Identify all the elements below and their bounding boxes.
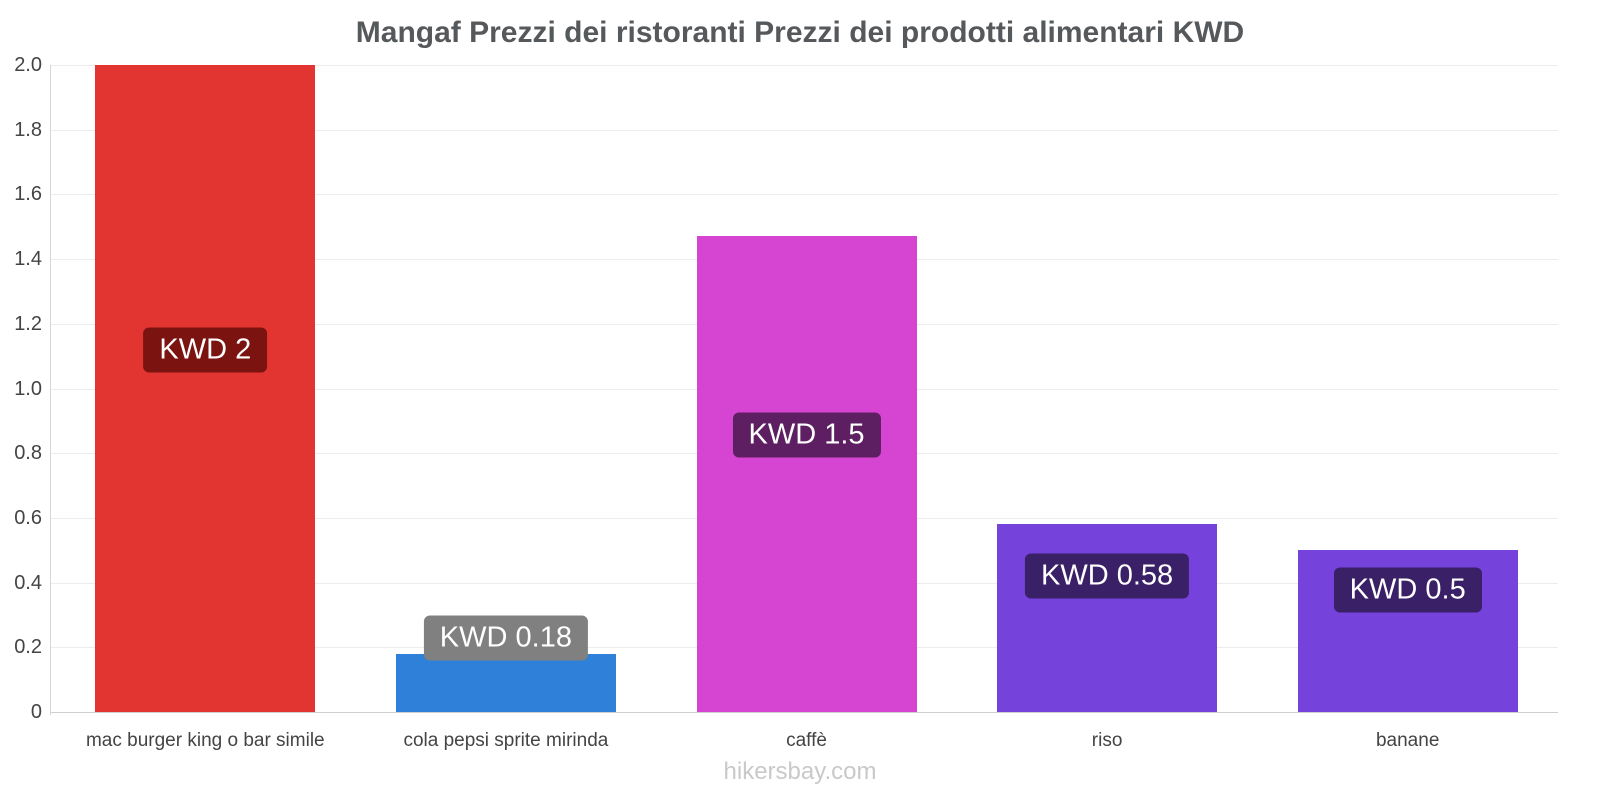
x-axis-category-label: banane	[1375, 730, 1440, 751]
bar-value-label: KWD 0.18	[423, 615, 588, 661]
x-axis-category-label: cola pepsi sprite mirinda	[403, 730, 609, 751]
bar-value-label: KWD 0.58	[1025, 553, 1190, 599]
y-axis-tick-label: 0.6	[14, 506, 42, 529]
bar-value-label: KWD 1.5	[732, 412, 881, 458]
y-axis-tick-label: 1.0	[14, 377, 42, 400]
y-axis-tick-label: 1.2	[14, 312, 42, 335]
bar-value-label: KWD 2	[143, 327, 268, 373]
chart-title: Mangaf Prezzi dei ristoranti Prezzi dei …	[355, 16, 1245, 49]
bar-4	[997, 524, 1218, 712]
y-axis-tick-label: 0.4	[14, 571, 42, 594]
bar-value-label: KWD 0.5	[1333, 567, 1482, 613]
y-axis-tick-label: 0	[30, 701, 42, 723]
bar-1	[95, 65, 316, 712]
y-axis-tick-label: 1.6	[14, 183, 42, 206]
gridline	[50, 194, 1558, 196]
gridline	[50, 65, 1558, 66]
y-axis-tick-label: 2.0	[14, 54, 42, 76]
y-axis-tick-label: 0.8	[14, 442, 42, 465]
x-axis-category-label: mac burger king o bar simile	[85, 730, 325, 751]
y-axis-tick-label: 0.2	[14, 636, 42, 659]
x-axis-category-label: caffè	[786, 730, 827, 751]
gridline	[50, 712, 1558, 713]
x-axis-category-label: riso	[1091, 730, 1123, 751]
gridline	[50, 129, 1558, 131]
watermark: hikersbay.com	[723, 758, 877, 785]
bar-3	[696, 236, 917, 712]
y-axis-tick-label: 1.8	[14, 118, 42, 141]
y-axis-line	[50, 65, 51, 715]
bar-2	[395, 653, 616, 712]
y-axis-tick-label: 1.4	[14, 248, 42, 271]
